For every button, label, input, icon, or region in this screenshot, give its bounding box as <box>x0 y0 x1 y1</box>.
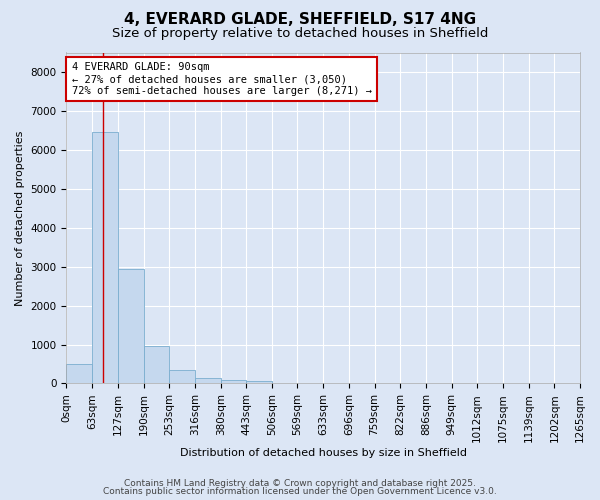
Bar <box>195 378 221 384</box>
Text: Contains public sector information licensed under the Open Government Licence v3: Contains public sector information licen… <box>103 487 497 496</box>
Bar <box>143 346 169 384</box>
Bar <box>92 132 118 384</box>
Bar <box>118 268 143 384</box>
Text: Size of property relative to detached houses in Sheffield: Size of property relative to detached ho… <box>112 28 488 40</box>
Bar <box>169 370 195 384</box>
Text: 4, EVERARD GLADE, SHEFFIELD, S17 4NG: 4, EVERARD GLADE, SHEFFIELD, S17 4NG <box>124 12 476 28</box>
Text: Contains HM Land Registry data © Crown copyright and database right 2025.: Contains HM Land Registry data © Crown c… <box>124 478 476 488</box>
Bar <box>246 380 272 384</box>
Bar <box>67 364 92 384</box>
X-axis label: Distribution of detached houses by size in Sheffield: Distribution of detached houses by size … <box>180 448 467 458</box>
Y-axis label: Number of detached properties: Number of detached properties <box>15 130 25 306</box>
Text: 4 EVERARD GLADE: 90sqm
← 27% of detached houses are smaller (3,050)
72% of semi-: 4 EVERARD GLADE: 90sqm ← 27% of detached… <box>71 62 371 96</box>
Bar <box>221 380 246 384</box>
